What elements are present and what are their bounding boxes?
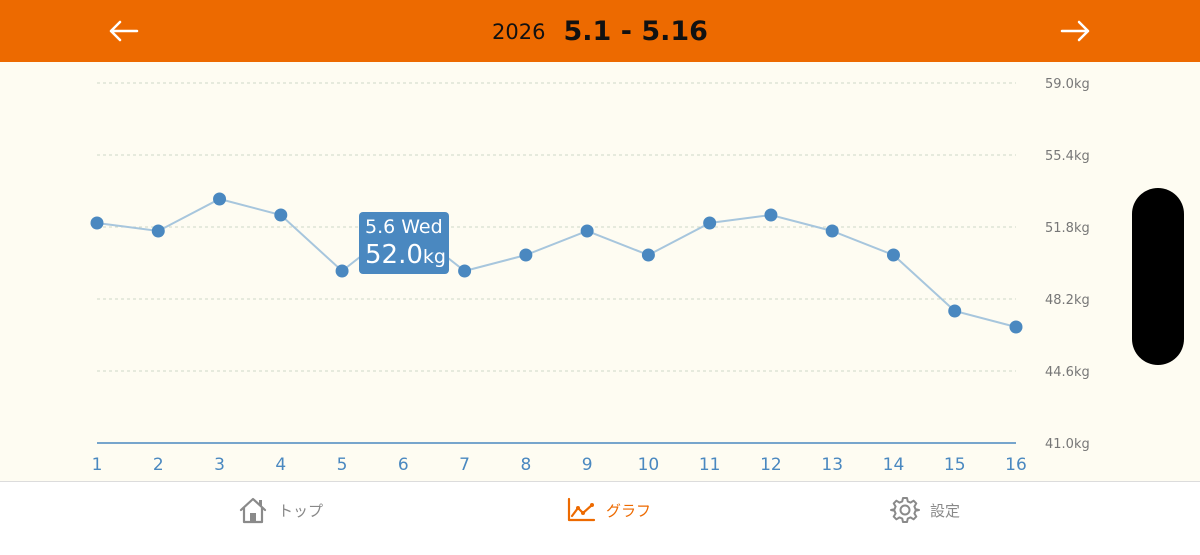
- x-tick-label: 1: [92, 455, 103, 475]
- header-bar: 2026 5.1 - 5.16: [0, 0, 1200, 62]
- data-point[interactable]: [274, 208, 288, 222]
- data-point[interactable]: [90, 216, 104, 230]
- tab-graph[interactable]: グラフ: [566, 490, 651, 530]
- data-point[interactable]: [580, 224, 594, 238]
- x-tick-label: 6: [398, 455, 409, 475]
- data-point[interactable]: [764, 208, 778, 222]
- x-tick-label: 9: [582, 455, 593, 475]
- arrow-right-icon: [1060, 20, 1090, 42]
- series-line: [96, 197, 1017, 328]
- tooltip-date: 5.6 Wed: [365, 216, 443, 238]
- data-point[interactable]: [1009, 320, 1023, 334]
- tab-top-label: トップ: [278, 501, 324, 520]
- x-tick-label: 4: [275, 455, 286, 475]
- header-title: 2026 5.1 - 5.16: [0, 0, 1200, 62]
- y-tick-label: 44.6kg: [1045, 365, 1090, 380]
- x-tick-label: 3: [214, 455, 225, 475]
- y-tick-label: 41.0kg: [1045, 437, 1090, 452]
- x-tick-label: 10: [638, 455, 660, 475]
- tooltip-weight-unit: kg: [422, 246, 446, 268]
- date-range-label: 5.1 - 5.16: [563, 15, 708, 47]
- x-tick-label: 2: [153, 455, 164, 475]
- tab-bar: トップ グラフ 設定: [0, 481, 1200, 555]
- tab-graph-label: グラフ: [606, 501, 652, 520]
- tooltip-weight: 52.0kg: [365, 239, 446, 273]
- x-tick-label: 16: [1005, 455, 1027, 475]
- tab-top[interactable]: トップ: [238, 490, 323, 530]
- selected-point-tooltip: 5.6 Wed 52.0kg: [359, 212, 449, 274]
- data-point[interactable]: [703, 216, 717, 230]
- y-tick-label: 51.8kg: [1045, 221, 1090, 236]
- tab-settings-label: 設定: [930, 501, 961, 520]
- data-point[interactable]: [458, 264, 472, 278]
- x-tick-label: 11: [699, 455, 721, 475]
- x-tick-label: 8: [520, 455, 531, 475]
- home-icon: [239, 497, 267, 524]
- data-point[interactable]: [886, 248, 900, 262]
- tooltip-weight-value: 52.0: [365, 240, 423, 270]
- forward-button[interactable]: [1056, 11, 1096, 51]
- x-tick-label: 15: [944, 455, 966, 475]
- y-tick-label: 48.2kg: [1045, 293, 1090, 308]
- data-point[interactable]: [825, 224, 839, 238]
- tab-settings[interactable]: 設定: [890, 490, 960, 530]
- data-point[interactable]: [948, 304, 962, 318]
- x-tick-label: 13: [821, 455, 843, 475]
- year-label: 2026: [492, 20, 546, 44]
- x-tick-label: 12: [760, 455, 782, 475]
- x-tick-label: 14: [883, 455, 905, 475]
- data-point[interactable]: [519, 248, 533, 262]
- data-point[interactable]: [641, 248, 655, 262]
- arrow-left-icon: [109, 20, 139, 42]
- y-tick-label: 55.4kg: [1045, 149, 1090, 164]
- scroll-handle[interactable]: [1132, 188, 1184, 365]
- y-tick-label: 59.0kg: [1045, 77, 1090, 92]
- data-point[interactable]: [213, 192, 227, 206]
- weight-chart[interactable]: 59.0kg 55.4kg 51.8kg 48.2kg 44.6kg 41.0kg 1 2 3 4…: [0, 62, 1200, 482]
- x-tick-label: 7: [459, 455, 470, 475]
- back-button[interactable]: [103, 11, 143, 51]
- x-tick-label: 5: [337, 455, 348, 475]
- data-point[interactable]: [151, 224, 165, 238]
- chart-icon: [567, 497, 596, 522]
- gear-icon: [890, 497, 920, 523]
- data-point[interactable]: [335, 264, 349, 278]
